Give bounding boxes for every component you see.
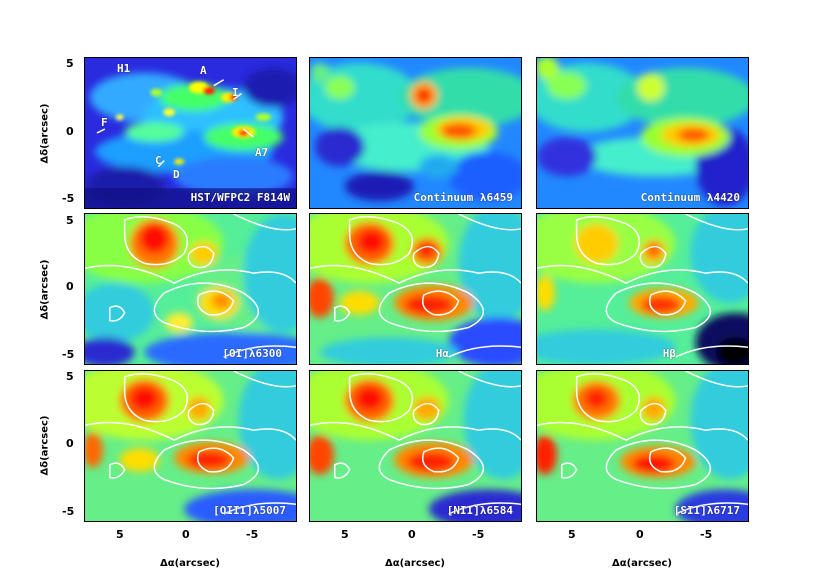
y-tick-row3-mid: 0 — [66, 437, 74, 450]
annotation-c: C — [155, 154, 162, 167]
panel-hbeta: Hβ — [536, 213, 749, 365]
oiii-5007-map — [85, 371, 296, 521]
annotation-i: I — [232, 86, 239, 99]
oi-6300-map — [85, 214, 296, 364]
panel-label: Continuum λ6459 — [413, 191, 513, 204]
y-tick-row1-top: 5 — [66, 57, 74, 70]
y-tick-row2-bot: -5 — [62, 348, 75, 361]
sii-6717-map — [537, 371, 748, 521]
x-tick-col1-mid: 0 — [182, 528, 190, 541]
y-tick-row2-top: 5 — [66, 214, 74, 227]
y-axis-label-row2: Δδ(arcsec) — [39, 259, 51, 320]
panel-label: HST/WFPC2 F814W — [190, 191, 290, 204]
x-tick-col3-right: -5 — [700, 528, 713, 541]
y-tick-row3-bot: -5 — [62, 505, 75, 518]
halpha-map — [310, 214, 521, 364]
x-tick-col2-left: 5 — [341, 528, 349, 541]
panel-label: [SII]λ6717 — [673, 504, 740, 517]
hst-image — [85, 58, 296, 208]
annotation-a: A — [200, 64, 207, 77]
annotation-h1: H1 — [117, 62, 131, 75]
nii-6584-map — [310, 371, 521, 521]
x-axis-label-col3: Δα(arcsec) — [611, 558, 673, 569]
panel-nii-6584: [NII]λ6584 — [309, 370, 522, 522]
panel-label: [OI]λ6300 — [222, 347, 282, 360]
y-axis-label-row3: Δδ(arcsec) — [39, 415, 51, 476]
annotation-f: F — [101, 116, 108, 129]
x-tick-col3-left: 5 — [568, 528, 576, 541]
panel-label: [NII]λ6584 — [446, 504, 513, 517]
panel-label: [OIII]λ5007 — [213, 504, 286, 517]
x-tick-col1-right: -5 — [246, 528, 259, 541]
x-axis-label-col2: Δα(arcsec) — [384, 558, 446, 569]
continuum-4420-map — [537, 58, 748, 208]
hbeta-map — [537, 214, 748, 364]
annotation-a7: A7 — [255, 146, 269, 159]
panel-continuum-4420: Continuum λ4420 — [536, 57, 749, 209]
y-axis-label-row1: Δδ(arcsec) — [39, 103, 51, 164]
panel-label: Continuum λ4420 — [640, 191, 740, 204]
y-tick-row3-top: 5 — [66, 370, 74, 383]
y-tick-row2-mid: 0 — [66, 280, 74, 293]
annotation-d: D — [173, 168, 180, 181]
x-axis-label-col1: Δα(arcsec) — [159, 558, 221, 569]
y-tick-row1-bot: -5 — [62, 192, 75, 205]
panel-oi-6300: [OI]λ6300 — [84, 213, 297, 365]
panel-label: Hα — [435, 347, 449, 360]
x-tick-col1-left: 5 — [116, 528, 124, 541]
x-tick-col2-mid: 0 — [408, 528, 416, 541]
panel-halpha: Hα — [309, 213, 522, 365]
x-tick-col2-right: -5 — [472, 528, 485, 541]
y-tick-row1-mid: 0 — [66, 125, 74, 138]
panel-oiii-5007: [OIII]λ5007 — [84, 370, 297, 522]
panel-label: Hβ — [662, 347, 676, 360]
panel-continuum-6459: Continuum λ6459 — [309, 57, 522, 209]
panel-sii-6717: [SII]λ6717 — [536, 370, 749, 522]
continuum-6459-map — [310, 58, 521, 208]
panel-hst: H1 A I F A7 C D HST/WFPC2 F814W — [84, 57, 297, 209]
x-tick-col3-mid: 0 — [636, 528, 644, 541]
